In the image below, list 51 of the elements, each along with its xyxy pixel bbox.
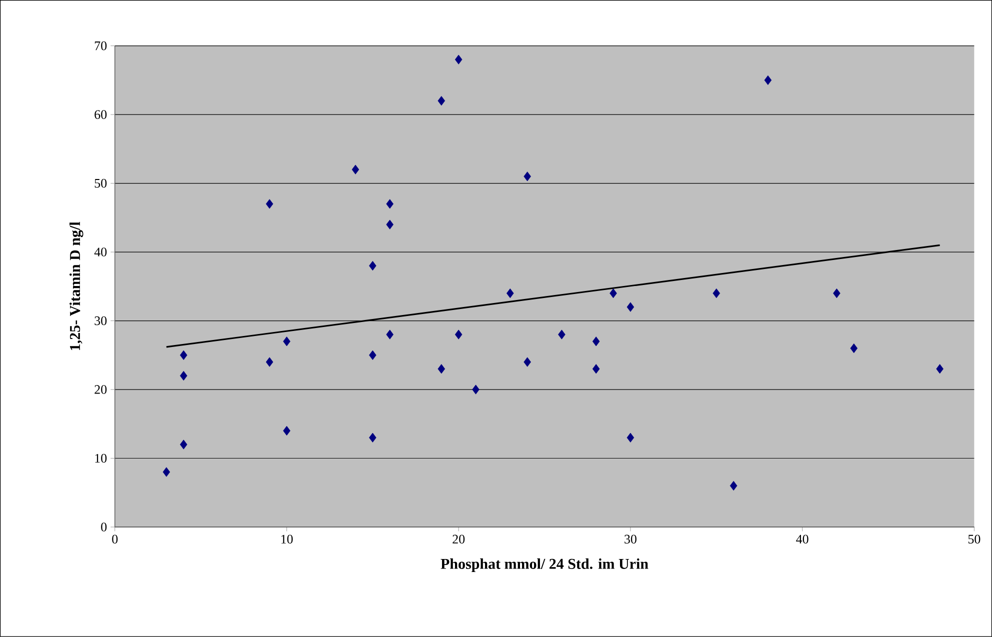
point bbox=[730, 481, 738, 491]
point bbox=[438, 364, 446, 374]
y-tick-label: 30 bbox=[94, 316, 107, 326]
x-axis-title: Phosphat mmol/ 24 Std. im Urin bbox=[440, 558, 648, 572]
y-tick-label: 70 bbox=[94, 42, 107, 50]
y-tick-label: 20 bbox=[94, 385, 107, 394]
point bbox=[712, 288, 720, 298]
point bbox=[524, 357, 531, 367]
point bbox=[472, 384, 480, 394]
point bbox=[283, 336, 290, 346]
point bbox=[386, 220, 394, 230]
x-tick-label: 50 bbox=[968, 534, 980, 544]
point bbox=[162, 467, 170, 477]
y-tick-label: 10 bbox=[95, 454, 107, 463]
point bbox=[180, 440, 188, 450]
x-tick-label: 0 bbox=[112, 534, 118, 544]
point bbox=[266, 357, 274, 367]
point bbox=[386, 330, 394, 340]
point bbox=[454, 330, 462, 340]
y-axis-title: 1,25- Vitamin D ng/l bbox=[70, 222, 84, 350]
x-tick-label: 40 bbox=[796, 534, 808, 544]
point bbox=[352, 164, 360, 174]
point bbox=[850, 344, 858, 354]
point bbox=[386, 199, 394, 209]
point bbox=[558, 330, 566, 340]
x-tick-label: 10 bbox=[281, 534, 293, 544]
point bbox=[626, 432, 634, 443]
x-tick-label: 30 bbox=[624, 534, 636, 544]
point bbox=[936, 364, 944, 374]
point bbox=[610, 288, 617, 298]
point bbox=[506, 288, 514, 298]
point bbox=[524, 172, 531, 182]
point bbox=[180, 371, 188, 381]
y-tick-label: 0 bbox=[101, 522, 107, 532]
y-tick-label: 60 bbox=[94, 110, 107, 120]
y-tick-label: 50 bbox=[94, 178, 107, 188]
point bbox=[180, 350, 188, 360]
point bbox=[592, 336, 600, 346]
point bbox=[369, 350, 376, 360]
point bbox=[454, 54, 462, 64]
point bbox=[626, 302, 634, 312]
point bbox=[438, 96, 446, 106]
point bbox=[764, 75, 772, 86]
point bbox=[369, 432, 376, 443]
point bbox=[266, 199, 274, 209]
point bbox=[592, 364, 600, 374]
point bbox=[283, 426, 290, 436]
point bbox=[833, 288, 840, 298]
x-tick-label: 20 bbox=[452, 534, 465, 544]
y-tick-label: 40 bbox=[94, 248, 107, 256]
point bbox=[369, 261, 376, 271]
